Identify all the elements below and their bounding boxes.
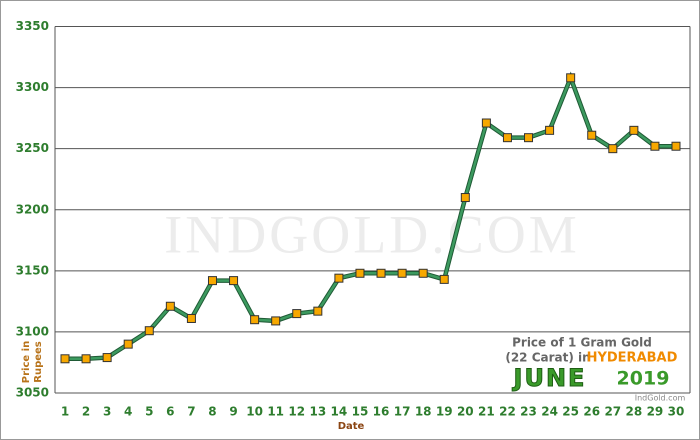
y-tick-label: 3100 [16,324,49,338]
marker [376,268,386,278]
x-tick-label: 29 [647,405,664,419]
x-tick-label: 14 [331,405,348,419]
x-tick-label: 25 [562,405,579,419]
marker [207,276,217,286]
annotation-city: HYDERABAD [587,351,678,366]
marker [671,141,681,151]
annotation-line: Price of 1 Gram Gold [512,336,652,350]
y-tick-label: 3300 [16,80,49,94]
x-tick-label: 9 [229,405,237,419]
x-tick-label: 2 [82,405,90,419]
marker [81,354,91,364]
x-tick-label: 21 [478,405,495,419]
marker [102,353,112,363]
x-tick-label: 22 [499,405,516,419]
marker [545,125,555,135]
marker [481,118,491,128]
y-tick-label: 3200 [16,202,49,216]
marker [608,144,618,154]
x-tick-label: 10 [246,405,263,419]
marker [439,274,449,284]
marker [502,133,512,143]
x-tick-label: 26 [583,405,600,419]
x-tick-label: 4 [124,405,132,419]
annotation-line: (22 Carat) in [505,351,590,365]
x-tick-label: 11 [267,405,284,419]
y-tick-label: 3050 [16,386,49,400]
annotation: Price of 1 Gram Gold (22 Carat) in HYDER… [505,336,685,403]
x-tick-label: 19 [436,405,453,419]
watermark: IndGold.com [164,204,579,264]
x-tick-label: 23 [520,405,537,419]
y-tick-label: 3150 [16,263,49,277]
marker [186,313,196,323]
y-axis-label: Rupees [33,341,44,383]
x-tick-label: 24 [541,405,558,419]
marker [524,133,534,143]
marker [418,268,428,278]
marker [229,276,239,286]
marker [60,354,70,364]
x-tick-label: 8 [208,405,216,419]
marker [271,316,281,326]
x-tick-label: 1 [61,405,69,419]
x-tick-label: 16 [373,405,390,419]
y-axis-label: Price in [21,341,32,383]
x-axis-label: Date [338,421,365,432]
marker [313,306,323,316]
x-tick-label: 18 [415,405,432,419]
marker [334,273,344,283]
annotation-source: IndGold.com [635,394,686,403]
marker [460,193,470,203]
marker [566,73,576,83]
marker [355,268,365,278]
marker [144,326,154,336]
x-tick-label: 28 [626,405,643,419]
marker [629,125,639,135]
marker [397,268,407,278]
x-tick-label: 15 [352,405,369,419]
marker [250,315,260,325]
x-tick-label: 5 [145,405,153,419]
marker [650,141,660,151]
marker [292,309,302,319]
marker [587,130,597,140]
annotation-year: 2019 [617,368,670,390]
x-tick-label: 12 [288,405,305,419]
x-tick-label: 30 [668,405,685,419]
x-tick-label: 17 [394,405,411,419]
x-tick-label: 3 [103,405,111,419]
x-tick-label: 20 [457,405,474,419]
x-tick-label: 27 [604,405,621,419]
x-tick-label: 6 [166,405,174,419]
y-tick-label: 3350 [16,19,49,33]
y-tick-label: 3250 [16,141,49,155]
marker [165,301,175,311]
x-tick-label: 7 [187,405,195,419]
marker [123,339,133,349]
annotation-month: JUNE [512,364,587,392]
x-tick-label: 13 [309,405,326,419]
